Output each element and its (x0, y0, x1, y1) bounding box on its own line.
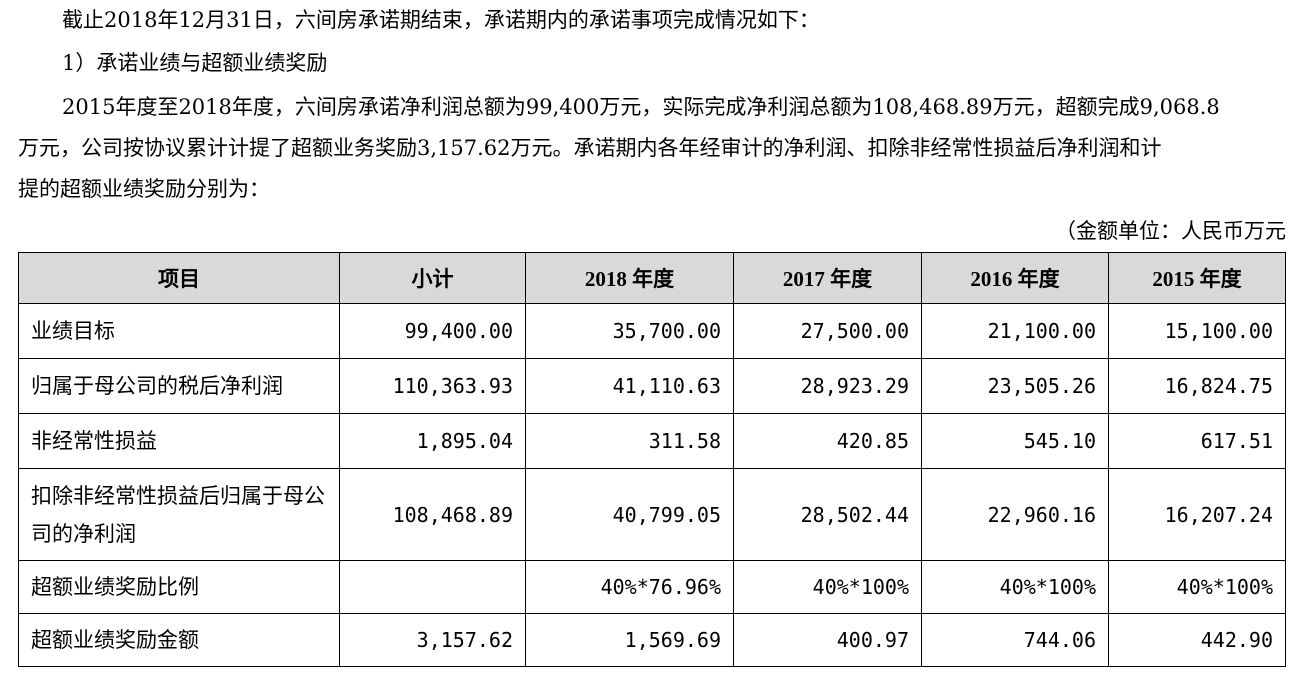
cell-2016: 744.06 (921, 613, 1109, 667)
table-row: 超额业绩奖励金额 3,157.62 1,569.69 400.97 744.06… (18, 613, 1286, 667)
cell-subtotal (339, 560, 526, 614)
section-heading: 1）承诺业绩与超额业绩奖励 (62, 51, 328, 75)
cell-2017: 28,923.29 (733, 358, 922, 414)
cell-2015: 16,207.24 (1108, 468, 1286, 561)
header-2015: 2015 年度 (1108, 252, 1286, 304)
header-2016: 2016 年度 (921, 252, 1109, 304)
table-header-row: 项目 小计 2018 年度 2017 年度 2016 年度 2015 年度 (18, 252, 1286, 304)
cell-2017: 27,500.00 (733, 303, 922, 359)
row-label: 业绩目标 (18, 303, 340, 359)
cell-subtotal: 99,400.00 (339, 303, 526, 359)
cell-2018: 311.58 (525, 413, 734, 469)
cell-2018: 35,700.00 (525, 303, 734, 359)
row-label: 超额业绩奖励金额 (18, 613, 340, 667)
cell-2016: 40%*100% (921, 560, 1109, 614)
cell-2018: 40%*76.96% (525, 560, 734, 614)
paragraph-line-5: 提的超额业绩奖励分别为： (18, 177, 270, 201)
cell-2015: 15,100.00 (1108, 303, 1286, 359)
header-subtotal: 小计 (339, 252, 526, 304)
table-row: 扣除非经常性损益后归属于母公司的净利润 108,468.89 40,799.05… (18, 468, 1286, 561)
cell-2017: 400.97 (733, 613, 922, 667)
header-2018: 2018 年度 (525, 252, 734, 304)
cell-2017: 40%*100% (733, 560, 922, 614)
paragraph-line-4: 万元，公司按协议累计计提了超额业务奖励3,157.62万元。承诺期内各年经审计的… (18, 136, 1162, 160)
cell-2016: 23,505.26 (921, 358, 1109, 414)
cell-2015: 40%*100% (1108, 560, 1286, 614)
cell-subtotal: 1,895.04 (339, 413, 526, 469)
table-row: 非经常性损益 1,895.04 311.58 420.85 545.10 617… (18, 413, 1286, 469)
header-2017: 2017 年度 (733, 252, 922, 304)
amount-unit-note: （金额单位：人民币万元 (1055, 219, 1286, 243)
cell-2017: 420.85 (733, 413, 922, 469)
cell-subtotal: 3,157.62 (339, 613, 526, 667)
paragraph-line-1: 截止2018年12月31日，六间房承诺期结束，承诺期内的承诺事项完成情况如下： (62, 8, 820, 32)
table-row: 超额业绩奖励比例 40%*76.96% 40%*100% 40%*100% 40… (18, 560, 1286, 614)
cell-2016: 22,960.16 (921, 468, 1109, 561)
cell-2018: 40,799.05 (525, 468, 734, 561)
row-label: 扣除非经常性损益后归属于母公司的净利润 (18, 468, 340, 561)
cell-2016: 21,100.00 (921, 303, 1109, 359)
cell-2018: 1,569.69 (525, 613, 734, 667)
row-label: 归属于母公司的税后净利润 (18, 358, 340, 414)
performance-table: 项目 小计 2018 年度 2017 年度 2016 年度 2015 年度 业绩… (18, 252, 1286, 667)
cell-2015: 617.51 (1108, 413, 1286, 469)
cell-2016: 545.10 (921, 413, 1109, 469)
table-row: 归属于母公司的税后净利润 110,363.93 41,110.63 28,923… (18, 358, 1286, 414)
cell-2017: 28,502.44 (733, 468, 922, 561)
cell-2018: 41,110.63 (525, 358, 734, 414)
cell-subtotal: 108,468.89 (339, 468, 526, 561)
header-item: 项目 (18, 252, 340, 304)
table-row: 业绩目标 99,400.00 35,700.00 27,500.00 21,10… (18, 303, 1286, 359)
row-label: 超额业绩奖励比例 (18, 560, 340, 614)
cell-2015: 442.90 (1108, 613, 1286, 667)
row-label: 非经常性损益 (18, 413, 340, 469)
cell-2015: 16,824.75 (1108, 358, 1286, 414)
paragraph-line-3: 2015年度至2018年度，六间房承诺净利润总额为99,400万元，实际完成净利… (62, 95, 1220, 119)
cell-subtotal: 110,363.93 (339, 358, 526, 414)
